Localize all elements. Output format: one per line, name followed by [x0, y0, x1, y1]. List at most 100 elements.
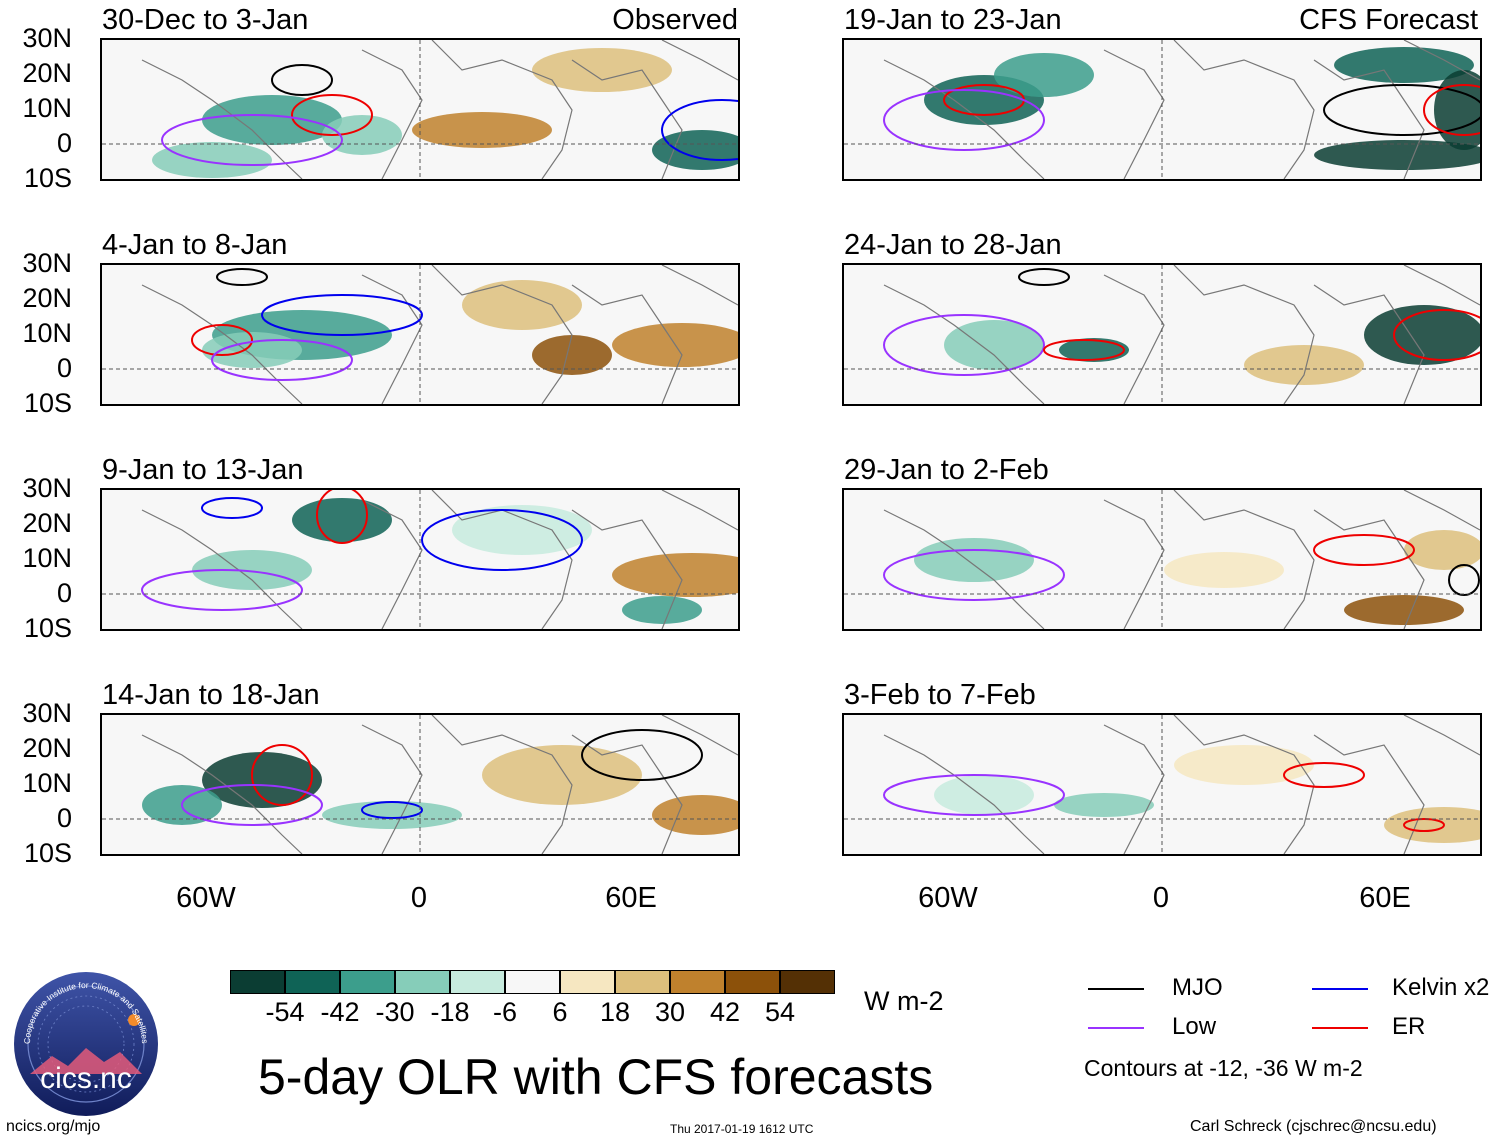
- colorbar-swatch: [615, 970, 670, 994]
- colorbar-label: 6: [552, 997, 568, 1027]
- wave-contour: [261, 294, 423, 336]
- map-panel-left-1: [100, 38, 740, 181]
- olr-anomaly-blob: [532, 335, 612, 375]
- legend-label-mjo: MJO: [1172, 974, 1223, 1001]
- olr-anomaly-blob: [1344, 595, 1464, 625]
- colorbar-label: 42: [709, 997, 741, 1027]
- olr-anomaly-blob: [202, 95, 342, 145]
- lon-label-60w-left: 60W: [176, 882, 236, 914]
- wave-contour: [581, 729, 703, 781]
- olr-anomaly-blob: [622, 596, 702, 624]
- olr-anomaly-blob: [1364, 305, 1480, 365]
- panel-title-right-4: 3-Feb to 7-Feb: [844, 679, 1036, 711]
- lat-label: 20N: [22, 58, 72, 88]
- panel-title-left-4: 14-Jan to 18-Jan: [102, 679, 320, 711]
- legend-label-er: ER: [1392, 1013, 1426, 1040]
- map-panel-left-4: [100, 713, 740, 856]
- coastline: [141, 490, 738, 629]
- contour-note: Contours at -12, -36 W m-2: [1084, 1055, 1363, 1081]
- lat-label: 20N: [22, 508, 72, 538]
- main-title: 5-day OLR with CFS forecasts: [258, 1049, 934, 1105]
- colorbar-swatch: [725, 970, 780, 994]
- colorbar-label: 54: [764, 997, 796, 1027]
- olr-anomaly-blob: [612, 553, 738, 597]
- lat-label: 0: [56, 353, 72, 383]
- olr-map: [844, 265, 1480, 404]
- wave-contour: [883, 774, 1065, 816]
- footer-credit: Carl Schreck (cjschrec@ncsu.edu): [1190, 1118, 1437, 1135]
- olr-anomaly-blob: [994, 53, 1094, 97]
- olr-map: [844, 40, 1480, 179]
- colorbar-label: 30: [654, 997, 686, 1027]
- wave-contour: [1403, 818, 1445, 832]
- olr-map: [102, 40, 738, 179]
- olr-anomaly-blob: [152, 142, 272, 178]
- map-panel-left-3: [100, 488, 740, 631]
- olr-anomaly-blob: [1244, 345, 1364, 385]
- colorbar-label: -54: [265, 997, 305, 1027]
- coastline: [883, 715, 1480, 854]
- wave-contour: [216, 268, 268, 286]
- wave-contour: [141, 569, 303, 611]
- colorbar-swatch: [505, 970, 560, 994]
- lat-label: 30N: [22, 698, 72, 728]
- lon-label-0-right: 0: [1152, 882, 1170, 914]
- olr-anomaly-blob: [462, 280, 582, 330]
- map-panel-left-2: [100, 263, 740, 406]
- legend-line-low: [1088, 1027, 1144, 1029]
- coastline: [883, 490, 1480, 629]
- olr-anomaly-blob: [1384, 807, 1480, 843]
- colorbar-label: -30: [375, 997, 415, 1027]
- coastline: [883, 265, 1480, 404]
- olr-anomaly-blob: [1174, 745, 1314, 785]
- lat-label: 10N: [22, 93, 72, 123]
- colorbar-label: 18: [599, 997, 631, 1027]
- lat-label: 10N: [22, 318, 72, 348]
- legend-label-low: Low: [1172, 1013, 1217, 1040]
- olr-anomaly-blob: [1059, 338, 1129, 362]
- wave-contour: [191, 324, 253, 356]
- wave-contour: [161, 114, 343, 166]
- panel-title-right-3: 29-Jan to 2-Feb: [844, 454, 1049, 486]
- wave-contour: [251, 744, 313, 806]
- lat-label: 30N: [22, 23, 72, 53]
- lat-label: 30N: [22, 248, 72, 278]
- olr-anomaly-blob: [192, 550, 312, 590]
- footer-timestamp: Thu 2017-01-19 1612 UTC: [670, 1122, 814, 1136]
- wave-contour: [661, 99, 738, 161]
- colorbar-label: -6: [492, 997, 517, 1027]
- colorbar-swatch: [780, 970, 835, 994]
- legend-line-kelvin: [1312, 988, 1368, 990]
- panel-title-left-3: 9-Jan to 13-Jan: [102, 454, 304, 486]
- lat-label: 10S: [23, 163, 72, 193]
- olr-anomaly-blob: [1164, 552, 1284, 588]
- olr-anomaly-blob: [1314, 140, 1480, 170]
- colorbar-swatch: [560, 970, 615, 994]
- olr-anomaly-blob: [482, 745, 642, 805]
- footer-url[interactable]: ncics.org/mjo: [6, 1118, 101, 1135]
- olr-anomaly-blob: [1054, 793, 1154, 817]
- panel-tag-observed: Observed: [612, 4, 738, 36]
- wave-contour: [1393, 309, 1480, 361]
- lat-label: 20N: [22, 733, 72, 763]
- wave-contour: [421, 509, 583, 571]
- map-panel-right-1: [842, 38, 1482, 181]
- legend-line-er: [1312, 1027, 1368, 1029]
- coastline: [141, 715, 738, 854]
- panel-title-right-2: 24-Jan to 28-Jan: [844, 229, 1062, 261]
- panel-title-left-1: 30-Dec to 3-Jan: [102, 4, 309, 36]
- olr-anomaly-blob: [532, 48, 672, 92]
- wave-contour: [291, 94, 373, 136]
- wave-contour: [1448, 564, 1480, 596]
- olr-map: [844, 490, 1480, 629]
- panel-tag-cfs-forecast: CFS Forecast: [1299, 4, 1478, 36]
- lat-label: 20N: [22, 283, 72, 313]
- wave-contour: [883, 549, 1065, 601]
- wave-contour: [361, 801, 423, 819]
- map-panel-right-4: [842, 713, 1482, 856]
- map-background: [102, 715, 738, 854]
- colorbar-units: W m-2: [864, 986, 944, 1016]
- olr-anomaly-blob: [914, 538, 1034, 582]
- lat-label: 10S: [23, 388, 72, 418]
- legend-line-mjo: [1088, 988, 1144, 990]
